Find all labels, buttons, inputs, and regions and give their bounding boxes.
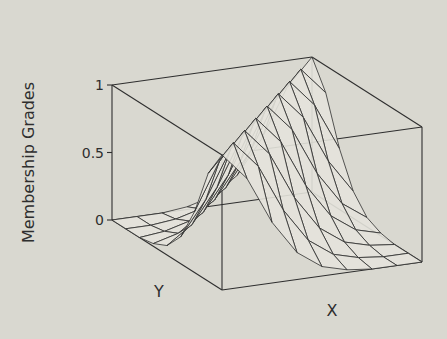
surface-cell — [233, 143, 272, 223]
surface — [112, 57, 422, 270]
z-axis-title: Membership Grades — [19, 82, 38, 243]
z-tick-label: 0.5 — [82, 145, 104, 161]
box-edge — [112, 57, 312, 85]
y-axis-title: Y — [153, 282, 164, 301]
z-tick — [107, 84, 112, 85]
z-tick-label: 0 — [95, 212, 104, 228]
z-tick — [107, 219, 112, 220]
x-axis-title: X — [327, 301, 338, 320]
surface-cell — [258, 166, 297, 252]
z-tick-label: 1 — [95, 77, 104, 93]
chart: 00.51Membership GradesXY — [0, 0, 447, 339]
box-edge — [112, 85, 222, 155]
surface-cell — [208, 143, 247, 179]
z-axis: 00.51 — [82, 77, 112, 228]
z-tick — [107, 152, 112, 153]
box — [112, 57, 422, 290]
box-edge — [421, 127, 422, 262]
